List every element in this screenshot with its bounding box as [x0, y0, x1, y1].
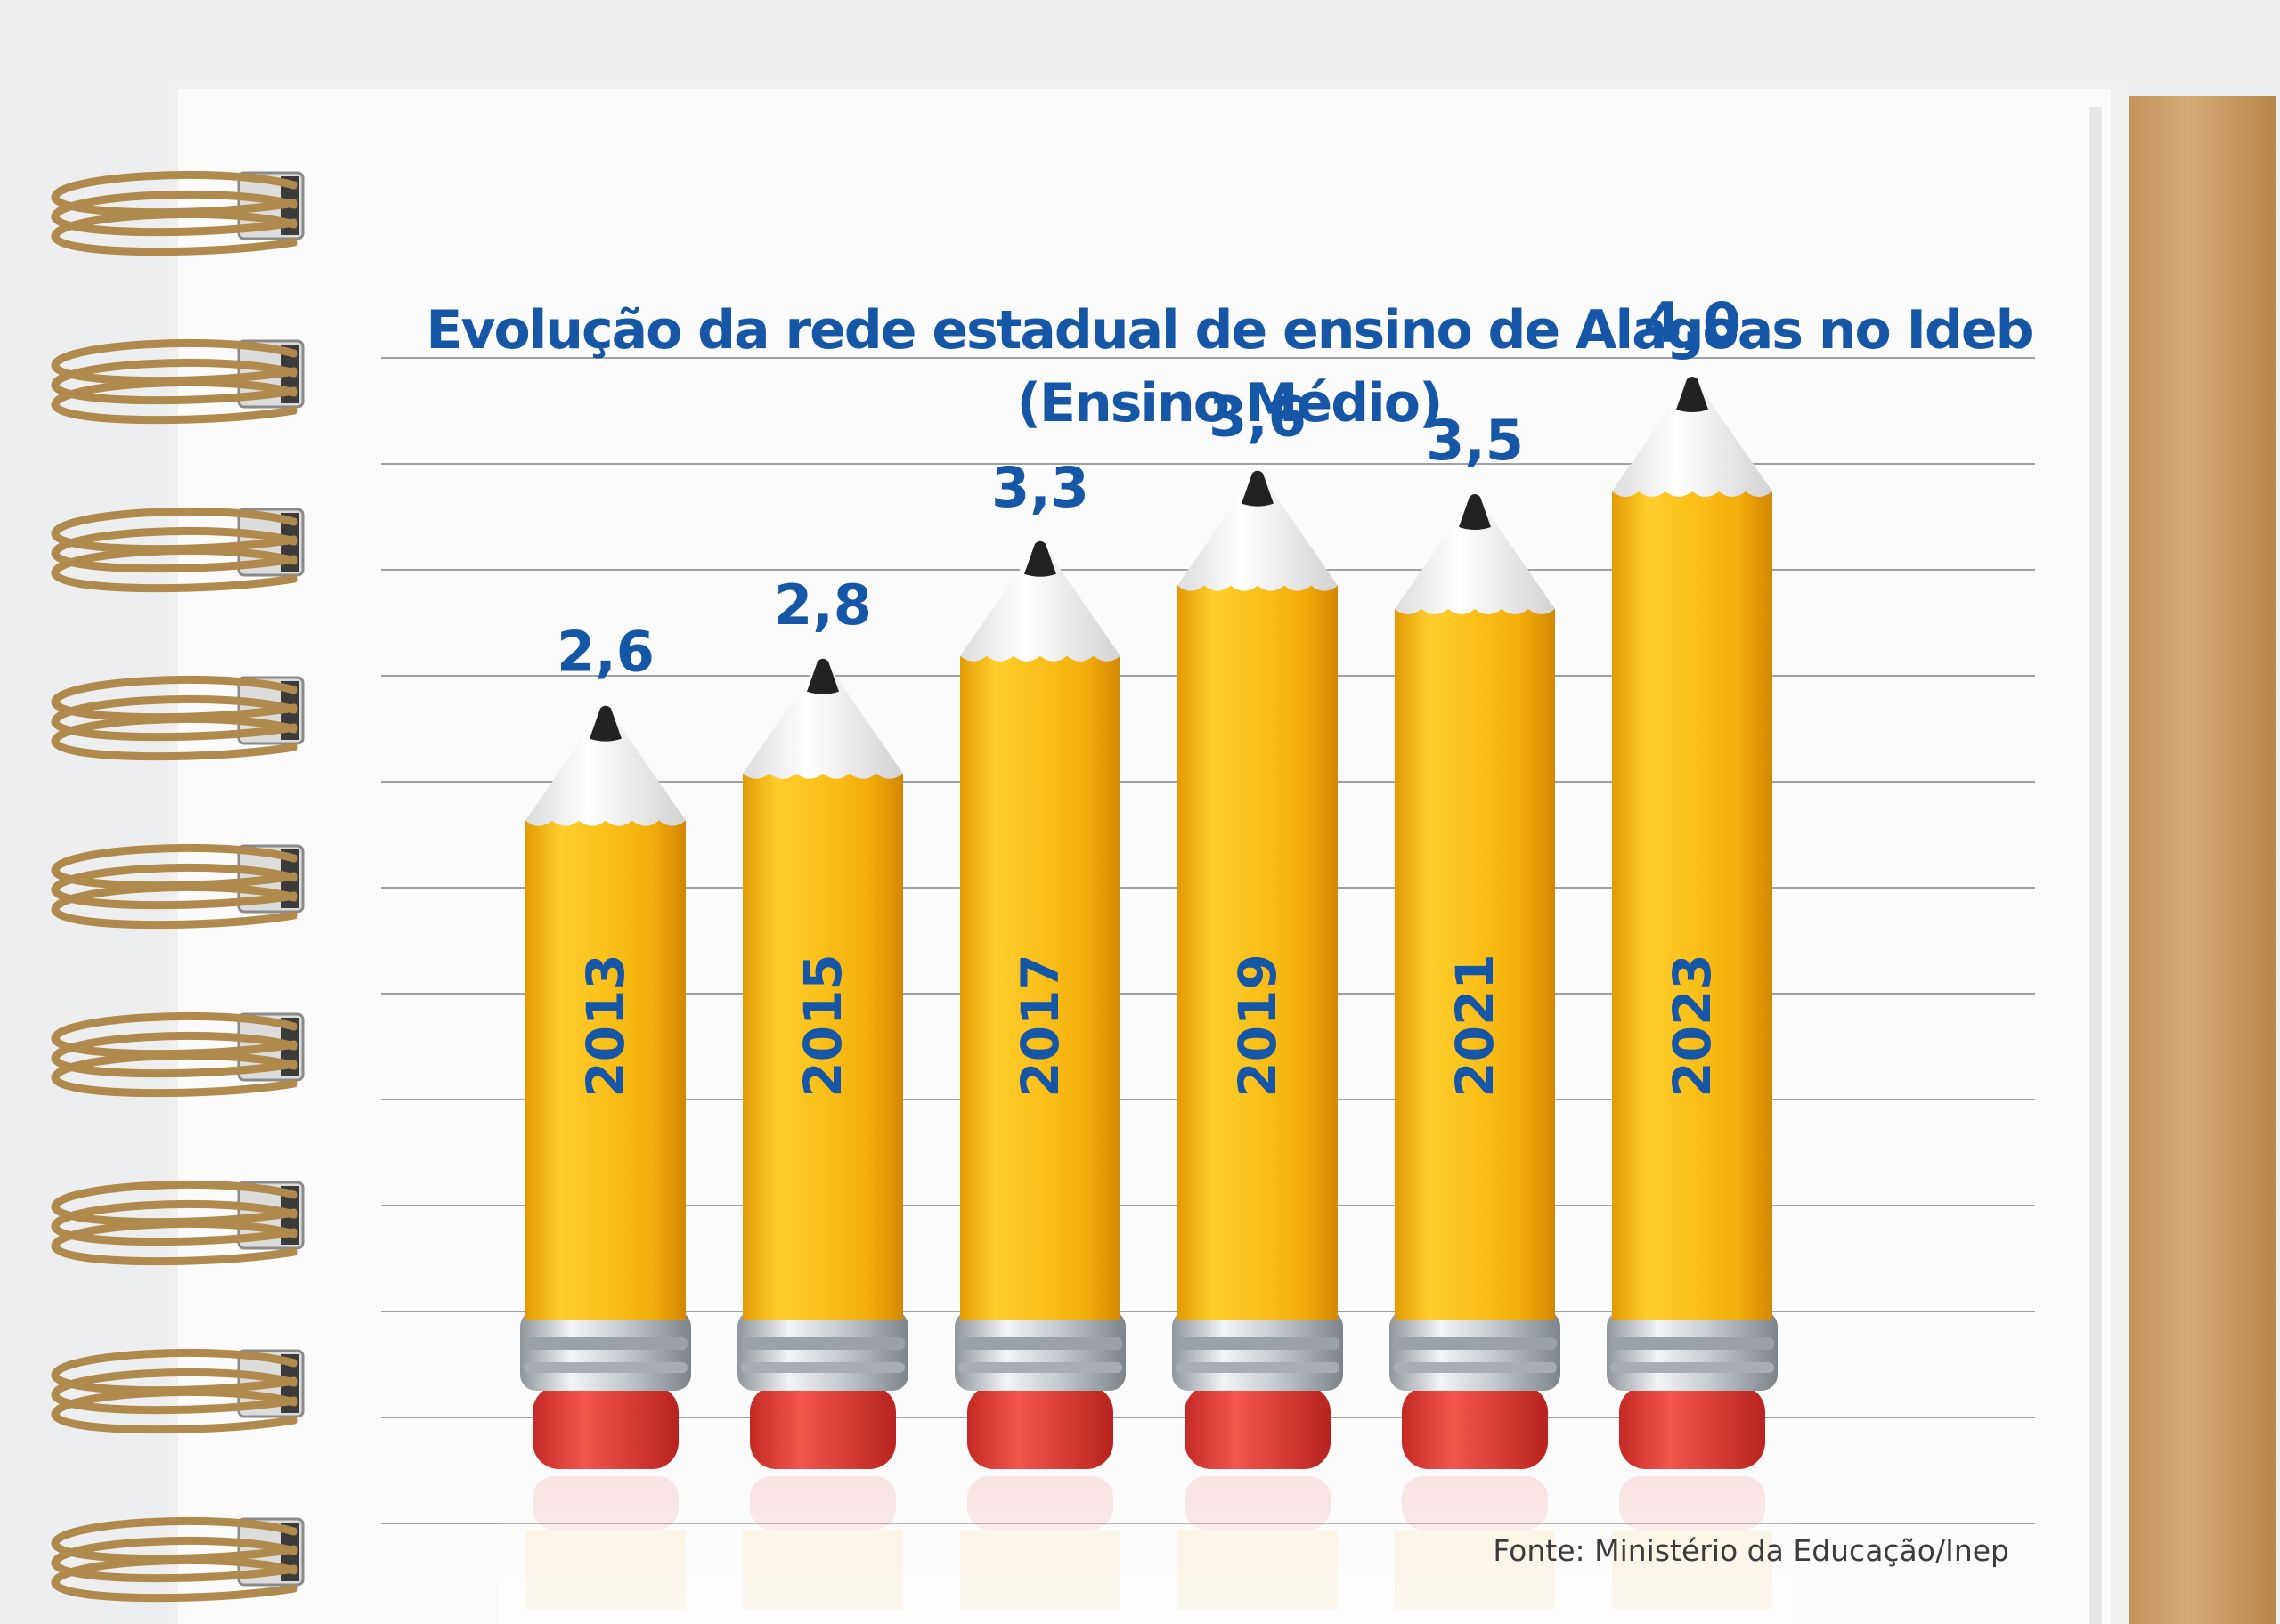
eraser	[1185, 1385, 1331, 1469]
spiral-ring	[51, 675, 305, 761]
pencil-body	[525, 820, 686, 1320]
spiral-ring	[51, 843, 305, 930]
pencil-tip	[1395, 493, 1555, 614]
category-label: 2015	[793, 954, 853, 1097]
pencil-lead	[1459, 494, 1491, 530]
pencil-body	[1612, 491, 1772, 1320]
spiral-binding	[51, 170, 305, 1603]
pencil-bar-2019: 3,6 2019	[1172, 385, 1343, 1610]
category-label: 2013	[575, 954, 636, 1097]
pencil-tip	[960, 540, 1120, 662]
ferrule	[1172, 1311, 1343, 1391]
value-label: 3,5	[1426, 408, 1524, 473]
pencil-lead	[590, 705, 622, 742]
eraser	[967, 1385, 1113, 1469]
ferrule	[737, 1311, 908, 1391]
value-label: 2,6	[557, 620, 655, 685]
ferrule	[1389, 1311, 1560, 1391]
notebook-page	[178, 89, 2111, 1624]
spiral-ring	[51, 1516, 305, 1603]
pencil-lead	[1242, 470, 1274, 507]
pencil-lead	[1024, 540, 1056, 577]
pencil-lead	[1676, 377, 1708, 412]
pencil-tip	[525, 704, 686, 826]
eraser	[533, 1385, 679, 1469]
pencil-body	[743, 773, 903, 1320]
pencil-tip	[1177, 469, 1338, 591]
pencil-bar-2023: 4,0 2023	[1607, 290, 1778, 1610]
pencil-tip	[1612, 376, 1772, 497]
pencil-body	[1177, 585, 1338, 1320]
eraser	[750, 1385, 896, 1469]
pencil-body	[1395, 609, 1555, 1320]
pencil-bar-2017: 3,3 2017	[955, 455, 1126, 1610]
value-label: 3,3	[991, 455, 1089, 520]
category-label: 2021	[1445, 954, 1505, 1097]
spiral-ring	[51, 1180, 305, 1266]
ferrule	[955, 1311, 1126, 1391]
pencil-body	[960, 655, 1120, 1320]
value-label: 4,0	[1643, 290, 1741, 355]
value-label: 3,6	[1209, 385, 1307, 450]
chart-title: Evolução da rede estadual de ensino de A…	[426, 299, 2033, 361]
pencil-lead	[807, 658, 839, 694]
value-label: 2,8	[774, 572, 872, 637]
ferrule	[1607, 1311, 1778, 1391]
ferrule	[520, 1311, 691, 1391]
eraser	[1619, 1385, 1765, 1469]
spiral-ring	[51, 170, 305, 256]
eraser	[1402, 1385, 1548, 1469]
spiral-ring	[51, 338, 305, 425]
spiral-ring	[51, 1011, 305, 1098]
category-label: 2017	[1010, 954, 1071, 1097]
pencil-tip	[743, 657, 903, 779]
notebook-cover	[2102, 96, 2276, 1624]
category-label: 2019	[1227, 954, 1288, 1097]
source-note: Fonte: Ministério da Educação/Inep	[1493, 1533, 2009, 1568]
category-label: 2023	[1662, 954, 1722, 1097]
chart-subtitle: (Ensino Médio)	[1016, 372, 1444, 434]
spiral-ring	[51, 1348, 305, 1434]
spiral-ring	[51, 507, 305, 593]
pencil-bar-2021: 3,5 2021	[1389, 408, 1560, 1610]
